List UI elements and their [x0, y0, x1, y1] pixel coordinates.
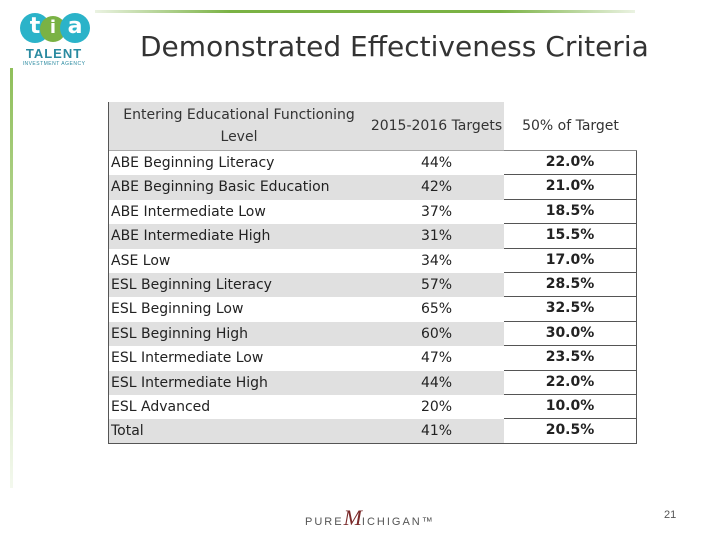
table-row: ESL Beginning High 60% 30.0% — [109, 321, 637, 347]
row-half-target: 10.0% — [504, 394, 637, 420]
tia-logo: t i a TALENT INVESTMENT AGENCY — [14, 13, 94, 69]
table-row: ABE Beginning Literacy 44% 22.0% — [109, 151, 637, 176]
row-half-target: 20.5% — [504, 419, 637, 444]
table-row: ESL Advanced 20% 10.0% — [109, 394, 637, 420]
table-header: Entering Educational Functioning Level 2… — [109, 102, 637, 151]
row-target: 20% — [420, 398, 453, 415]
row-half-target: 17.0% — [504, 248, 637, 273]
row-category: ESL Intermediate Low — [111, 350, 264, 367]
table-body: ABE Beginning Literacy 44% 22.0% ABE Beginn… — [109, 151, 637, 444]
logo-subtitle: INVESTMENT AGENCY — [22, 61, 86, 67]
row-half-target: 23.5% — [504, 346, 637, 371]
table-row: ABE Beginning Basic Education 42% 21.0% — [109, 175, 637, 200]
row-half-target: 30.0% — [504, 321, 637, 347]
row-category: ESL Intermediate High — [109, 370, 369, 395]
row-half-target: 15.5% — [504, 224, 637, 249]
table-row: Total 41% 20.5% — [109, 419, 637, 444]
brand-right: ICHIGAN™ — [361, 516, 435, 528]
row-half-target: 22.0% — [504, 370, 637, 395]
row-half-target: 21.0% — [504, 175, 637, 200]
row-target: 34% — [420, 252, 453, 269]
row-target: 57% — [369, 272, 504, 298]
logo-word: TALENT — [25, 46, 83, 61]
row-half-target: 18.5% — [504, 199, 637, 225]
row-category: ESL Beginning Literacy — [109, 272, 369, 298]
table-row: ASE Low 34% 17.0% — [109, 248, 637, 273]
table-row: ESL Beginning Literacy 57% 28.5% — [109, 272, 637, 298]
header-half: 50% of Target — [504, 102, 637, 151]
row-category: ABE Beginning Basic Education — [109, 175, 369, 200]
top-rule — [95, 10, 635, 13]
logo-letter-a: a — [60, 13, 90, 43]
header-targets: 2015-2016 Targets — [370, 118, 503, 134]
row-category: ESL Advanced — [111, 398, 211, 415]
row-target: 42% — [369, 175, 504, 200]
logo-mark: t i a — [20, 13, 90, 45]
row-category: ESL Beginning Low — [111, 301, 244, 318]
row-category: ABE Intermediate High — [109, 224, 369, 249]
table-row: ABE Intermediate High 31% 15.5% — [109, 224, 637, 249]
row-target: 60% — [369, 321, 504, 347]
brand-m: M — [343, 505, 362, 530]
row-target: 41% — [369, 419, 504, 444]
page-number: 21 — [664, 509, 677, 521]
effectiveness-table: Entering Educational Functioning Level 2… — [108, 102, 637, 444]
row-category: ABE Beginning Literacy — [111, 155, 275, 171]
table-row: ESL Intermediate High 44% 22.0% — [109, 370, 637, 395]
row-target: 37% — [420, 203, 453, 220]
row-target: 31% — [369, 224, 504, 249]
table-row: ESL Beginning Low 65% 32.5% — [109, 297, 637, 322]
row-target: 65% — [420, 301, 453, 318]
header-category: Entering Educational Functioning Level — [123, 107, 355, 145]
pure-michigan-logo: PUREMICHIGAN™ — [305, 505, 435, 531]
row-category: ABE Intermediate Low — [111, 203, 266, 220]
table-row: ESL Intermediate Low 47% 23.5% — [109, 346, 637, 371]
row-target: 44% — [369, 370, 504, 395]
row-category: Total — [109, 419, 369, 444]
brand-left: PURE — [305, 516, 344, 528]
row-category: ESL Beginning High — [109, 321, 369, 347]
left-rule — [10, 68, 13, 488]
row-category: ASE Low — [111, 252, 171, 269]
row-target: 47% — [420, 350, 453, 367]
row-half-target: 32.5% — [504, 297, 637, 322]
row-half-target: 28.5% — [504, 272, 637, 298]
row-target: 44% — [420, 155, 453, 171]
slide-title: Demonstrated Effectiveness Criteria — [140, 30, 649, 63]
row-half-target: 22.0% — [504, 151, 637, 176]
table-row: ABE Intermediate Low 37% 18.5% — [109, 199, 637, 225]
